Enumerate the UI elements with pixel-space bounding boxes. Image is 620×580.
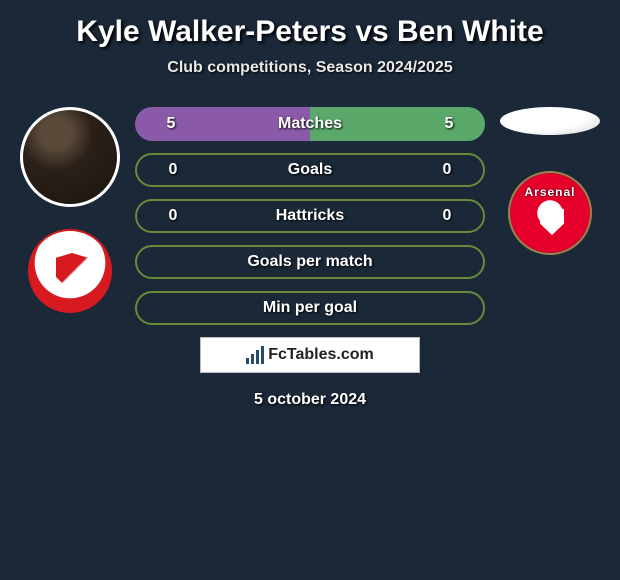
left-club-badge [28,229,112,313]
stat-left-value: 0 [153,207,193,225]
stat-label: Matches [191,115,429,133]
stat-bar: 0Hattricks0 [135,199,485,233]
date-label: 5 october 2024 [254,391,366,409]
stat-left-value: 5 [151,115,191,133]
stat-left-value: 0 [153,161,193,179]
page-title: Kyle Walker-Peters vs Ben White [76,15,543,49]
stat-right-value: 5 [429,115,469,133]
fctables-logo[interactable]: FcTables.com [200,337,420,373]
stat-hollow: Goals per match [135,245,485,279]
main-row: 5Matches50Goals00Hattricks0Goals per mat… [0,107,620,325]
right-player-col: Arsenal [490,107,610,255]
stat-right-value: 0 [427,161,467,179]
stat-hollow: Min per goal [135,291,485,325]
left-player-avatar [20,107,120,207]
right-club-text: Arsenal [524,185,575,199]
stat-right-value: 0 [427,207,467,225]
comparison-card: Kyle Walker-Peters vs Ben White Club com… [0,0,620,409]
stat-label: Goals per match [247,253,372,271]
logo-bars-icon [246,346,264,364]
stat-bar: 5Matches5 [135,107,485,141]
right-player-avatar [500,107,600,135]
logo-text: FcTables.com [268,346,374,364]
subtitle: Club competitions, Season 2024/2025 [167,59,452,77]
left-player-col [10,107,130,313]
stat-label: Min per goal [263,299,357,317]
stat-label: Hattricks [193,207,427,225]
stat-bar: 0Goals0 [135,153,485,187]
stat-label: Goals [193,161,427,179]
right-club-badge: Arsenal [508,171,592,255]
stats-col: 5Matches50Goals00Hattricks0Goals per mat… [130,107,490,325]
